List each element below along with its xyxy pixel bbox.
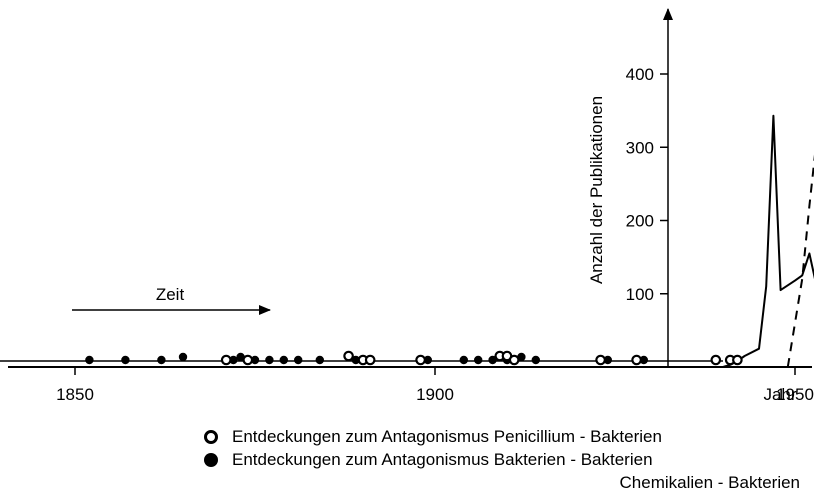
- filled-marker: [488, 355, 497, 365]
- y-tick-label-300: 300: [626, 138, 654, 157]
- open-marker: [364, 354, 376, 366]
- x-tick-label-1950: 1950: [776, 385, 814, 404]
- filled-circle-icon: [204, 452, 218, 467]
- legend: Entdeckungen zum Antagonismus Penicilliu…: [204, 425, 804, 494]
- y-axis-title: Anzahl der Publikationen: [587, 96, 606, 284]
- y-tick-label-400: 400: [626, 65, 654, 84]
- filled-marker: [178, 352, 188, 362]
- open-marker: [343, 350, 354, 362]
- legend-label-filled: Entdeckungen zum Antagonismus Bakterien …: [232, 450, 653, 469]
- filled-marker: [279, 355, 288, 365]
- open-marker: [508, 354, 520, 366]
- series-line-dashed: [786, 154, 814, 368]
- open-marker: [595, 354, 606, 366]
- x-axis-title: Jahr: [763, 385, 796, 404]
- x-tick-label-1900: 1900: [416, 385, 454, 404]
- open-marker: [220, 354, 232, 366]
- filled-marker: [459, 355, 468, 365]
- y-tick-label-100: 100: [626, 285, 654, 304]
- open-marker: [631, 354, 642, 366]
- legend-item-open: Entdeckungen zum Antagonismus Penicilliu…: [204, 425, 804, 448]
- open-marker: [732, 354, 743, 366]
- filled-marker: [531, 355, 540, 365]
- filled-marker: [121, 355, 130, 365]
- filled-marker: [294, 355, 303, 365]
- filled-marker: [474, 355, 483, 365]
- filled-marker: [265, 355, 274, 365]
- time-arrow-label: Zeit: [156, 285, 185, 304]
- filled-marker: [85, 355, 94, 365]
- x-tick-label-1850: 1850: [56, 385, 94, 404]
- filled-marker: [229, 355, 238, 365]
- filled-marker: [157, 355, 166, 365]
- legend-label-open: Entdeckungen zum Antagonismus Penicilliu…: [232, 427, 662, 446]
- filled-marker: [603, 355, 612, 365]
- open-marker: [415, 354, 426, 366]
- legend-label-chemicals: Chemikalien - Bakterien: [619, 473, 800, 492]
- open-marker: [242, 354, 254, 366]
- filled-marker: [250, 355, 260, 365]
- filled-marker: [423, 355, 432, 365]
- filled-marker: [639, 355, 648, 365]
- legend-item-chemicals: Chemikalien - Bakterien: [204, 471, 804, 494]
- open-marker: [710, 354, 722, 366]
- y-tick-label-200: 200: [626, 212, 654, 231]
- series-line-solid: [722, 114, 814, 368]
- filled-marker: [351, 355, 360, 365]
- filled-marker: [315, 355, 324, 365]
- open-circle-icon: [204, 429, 218, 444]
- legend-item-filled: Entdeckungen zum Antagonismus Bakterien …: [204, 448, 804, 471]
